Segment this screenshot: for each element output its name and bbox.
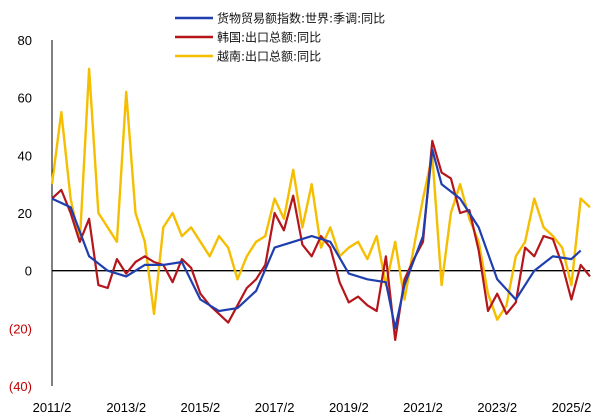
y-tick-label: (20): [9, 321, 32, 336]
x-axis-ticks: 2011/2 2013/2 2015/2 2017/2 2019/2 2021/2 2023…: [33, 400, 592, 415]
legend-label-3: 越南:出口总额:同比: [217, 49, 321, 64]
y-axis-ticks: 80 60 40 20 0 (20) (40): [9, 33, 32, 394]
y-tick-label: 80: [18, 33, 32, 48]
y-tick-label: (40): [9, 379, 32, 394]
y-tick-label: 20: [18, 206, 32, 221]
x-tick-label: 2013/2: [106, 400, 146, 415]
legend-label-1: 货物贸易额指数:世界:季调:同比: [217, 11, 385, 26]
series-line-3: [50, 67, 591, 321]
x-tick-label: 2017/2: [255, 400, 295, 415]
x-tick-label: 2023/2: [477, 400, 517, 415]
legend-label-2: 韩国:出口总额:同比: [217, 30, 321, 45]
y-tick-label: 60: [18, 91, 32, 106]
x-tick-label: 2019/2: [329, 400, 369, 415]
y-tick-label: 0: [25, 264, 32, 279]
series-line-2: [51, 139, 591, 341]
x-tick-label: 2011/2: [33, 400, 72, 415]
x-tick-label: 2015/2: [181, 400, 221, 415]
x-tick-label: 2025/2: [552, 400, 592, 415]
y-tick-label: 40: [18, 148, 32, 163]
series-layer: [50, 67, 591, 341]
series-line-1: [51, 148, 582, 330]
x-tick-label: 2021/2: [403, 400, 443, 415]
